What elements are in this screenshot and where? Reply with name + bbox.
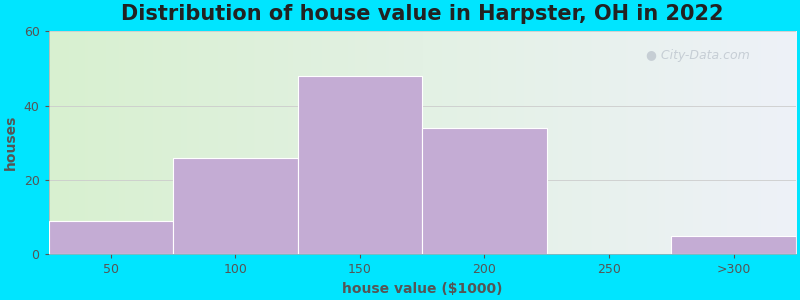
Y-axis label: houses: houses (4, 115, 18, 170)
Bar (422, 128, 546, 254)
Bar (671, 236, 796, 254)
X-axis label: house value ($1000): house value ($1000) (342, 282, 502, 296)
Text: ● City-Data.com: ● City-Data.com (646, 49, 750, 62)
Bar (173, 158, 298, 254)
Bar (49, 221, 173, 254)
Title: Distribution of house value in Harpster, OH in 2022: Distribution of house value in Harpster,… (121, 4, 723, 24)
Bar (298, 76, 422, 254)
